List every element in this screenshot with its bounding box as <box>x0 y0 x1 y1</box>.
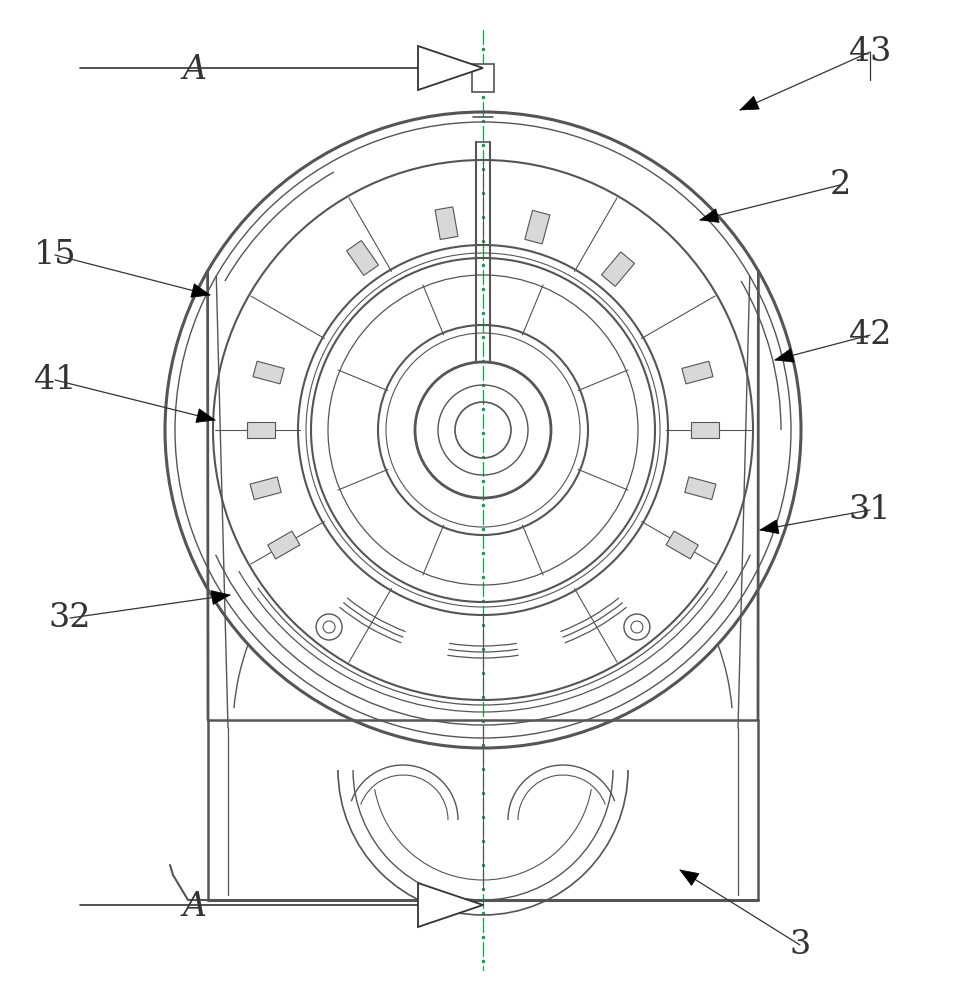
Text: 43: 43 <box>849 36 892 68</box>
Polygon shape <box>700 209 719 222</box>
Polygon shape <box>691 422 719 438</box>
Text: 41: 41 <box>34 364 76 396</box>
Polygon shape <box>435 207 458 240</box>
Polygon shape <box>525 210 550 244</box>
Polygon shape <box>740 96 759 110</box>
Polygon shape <box>267 531 300 559</box>
Polygon shape <box>196 409 215 422</box>
Polygon shape <box>191 284 210 297</box>
Polygon shape <box>253 361 284 384</box>
Polygon shape <box>211 591 230 604</box>
Polygon shape <box>760 520 779 534</box>
Polygon shape <box>666 531 699 559</box>
Polygon shape <box>247 422 275 438</box>
Text: 31: 31 <box>849 494 892 526</box>
Bar <box>472 64 494 92</box>
Polygon shape <box>250 477 281 500</box>
Polygon shape <box>601 252 635 286</box>
Polygon shape <box>680 870 699 885</box>
Text: A: A <box>183 54 207 86</box>
Polygon shape <box>685 477 716 500</box>
Text: 42: 42 <box>849 319 892 351</box>
Polygon shape <box>418 46 483 90</box>
Text: A: A <box>183 891 207 923</box>
Text: 15: 15 <box>34 239 76 271</box>
Text: 2: 2 <box>829 169 850 201</box>
Polygon shape <box>346 241 378 275</box>
Polygon shape <box>775 349 794 362</box>
Polygon shape <box>418 883 483 927</box>
Text: 3: 3 <box>789 929 811 961</box>
Polygon shape <box>682 361 713 384</box>
Text: 32: 32 <box>49 602 92 634</box>
